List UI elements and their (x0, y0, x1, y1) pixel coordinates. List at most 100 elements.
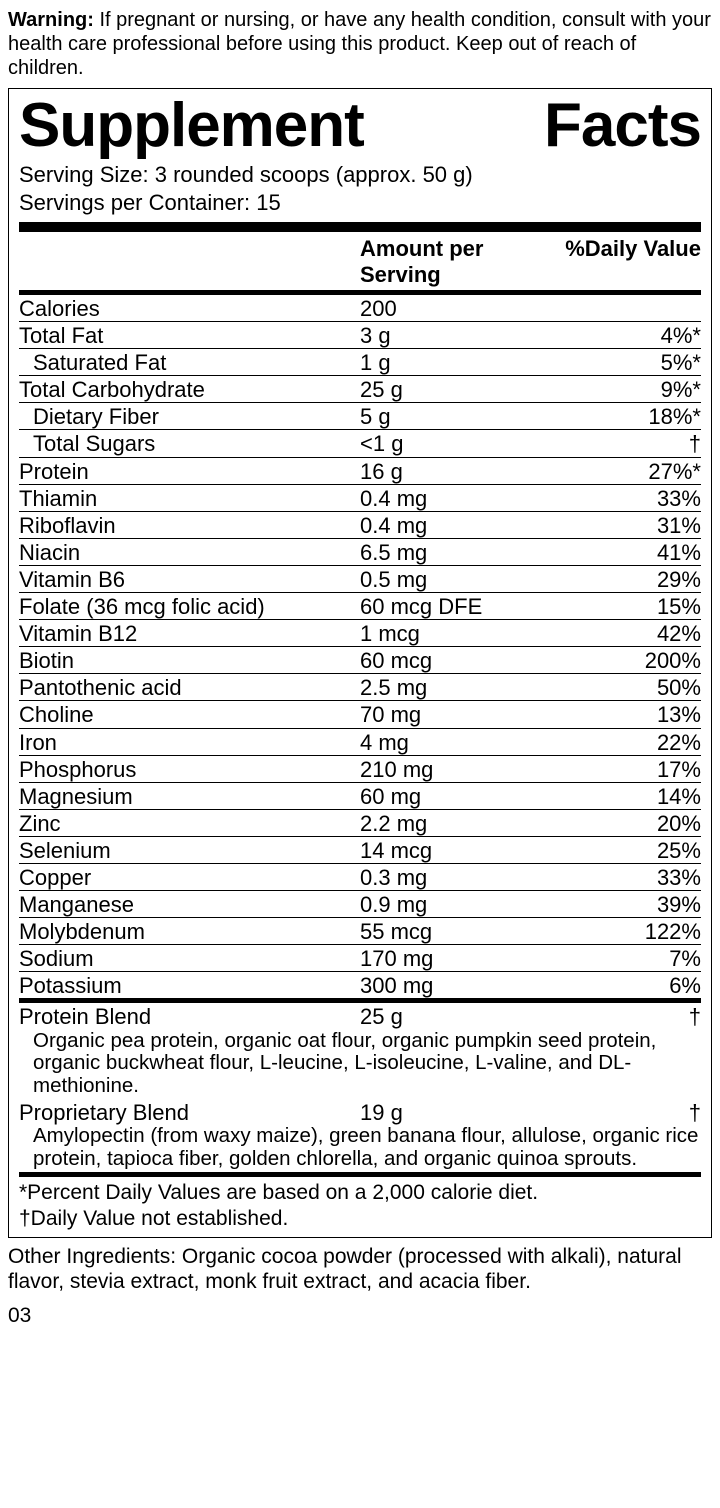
table-row: Choline70 mg13% (19, 701, 701, 728)
nutrient-dv: 200% (551, 649, 701, 672)
table-row: Zinc2.2 mg20% (19, 810, 701, 837)
supplement-facts-panel: Supplement Facts Serving Size: 3 rounded… (8, 88, 712, 1238)
table-row: Potassium300 mg6% (19, 972, 701, 998)
nutrient-amount: 0.4 mg (360, 514, 551, 537)
nutrient-amount: 14 mcg (360, 839, 551, 862)
nutrient-amount: 1 g (360, 351, 551, 374)
nutrient-dv: 33% (551, 866, 701, 889)
nutrient-name: Iron (19, 731, 360, 754)
nutrient-amount: 4 mg (360, 731, 551, 754)
nutrient-name: Calories (19, 297, 360, 320)
nutrient-amount: 0.9 mg (360, 893, 551, 916)
table-row: Riboflavin0.4 mg31% (19, 512, 701, 539)
serving-size: Serving Size: 3 rounded scoops (approx. … (19, 161, 701, 189)
nutrient-amount: 2.2 mg (360, 812, 551, 835)
table-row: Total Fat3 g4%* (19, 322, 701, 349)
nutrient-name: Phosphorus (19, 758, 360, 781)
nutrient-amount: 60 mcg (360, 649, 551, 672)
nutrient-name: Riboflavin (19, 514, 360, 537)
table-row: Selenium14 mcg25% (19, 837, 701, 864)
nutrient-dv: 17% (551, 758, 701, 781)
blend-amount: 25 g (360, 1005, 551, 1028)
nutrient-amount: 0.5 mg (360, 568, 551, 591)
nutrient-dv: 122% (551, 920, 701, 943)
nutrient-name: Thiamin (19, 487, 360, 510)
divider-thick (19, 222, 701, 232)
nutrient-dv: 14% (551, 785, 701, 808)
nutrient-amount: 3 g (360, 324, 551, 347)
nutrient-dv: 25% (551, 839, 701, 862)
nutrient-name: Saturated Fat (19, 351, 360, 374)
table-row: Niacin6.5 mg41% (19, 539, 701, 566)
nutrient-name: Total Carbohydrate (19, 378, 360, 401)
warning-text: Warning: If pregnant or nursing, or have… (8, 8, 712, 80)
blend-dv: † (551, 1101, 701, 1124)
table-row: Dietary Fiber5 g18%* (19, 403, 701, 430)
table-row: Vitamin B121 mcg42% (19, 620, 701, 647)
nutrient-amount: 170 mg (360, 947, 551, 970)
servings-per: Servings per Container: 15 (19, 189, 701, 217)
table-row: Manganese0.9 mg39% (19, 891, 701, 918)
table-row: Protein16 g27%* (19, 458, 701, 485)
table-row: Sodium170 mg7% (19, 945, 701, 972)
nutrient-dv: 18%* (551, 405, 701, 428)
nutrient-dv: 5%* (551, 351, 701, 374)
nutrient-name: Total Fat (19, 324, 360, 347)
nutrient-dv: 41% (551, 541, 701, 564)
blend-dv: † (551, 1005, 701, 1028)
table-row: Biotin60 mcg200% (19, 647, 701, 674)
nutrient-amount: 60 mg (360, 785, 551, 808)
nutrient-dv: 29% (551, 568, 701, 591)
nutrient-amount: 0.3 mg (360, 866, 551, 889)
nutrient-name: Dietary Fiber (19, 405, 360, 428)
nutrient-dv: 22% (551, 731, 701, 754)
footnote-1: *Percent Daily Values are based on a 2,0… (19, 1180, 701, 1205)
table-row: Calories200 (19, 295, 701, 322)
nutrient-dv: 7% (551, 947, 701, 970)
nutrient-amount: 1 mcg (360, 622, 551, 645)
nutrient-name: Sodium (19, 947, 360, 970)
nutrient-name: Vitamin B12 (19, 622, 360, 645)
blend-amount: 19 g (360, 1101, 551, 1124)
nutrient-amount: 60 mcg DFE (360, 595, 551, 618)
nutrient-name: Folate (36 mcg folic acid) (19, 595, 360, 618)
header-dv: %Daily Value (551, 236, 701, 288)
nutrient-name: Potassium (19, 974, 360, 997)
nutrient-dv: 4%* (551, 324, 701, 347)
table-row: Total Carbohydrate25 g9%* (19, 376, 701, 403)
nutrient-name: Vitamin B6 (19, 568, 360, 591)
other-ingredients: Other Ingredients: Organic cocoa powder … (8, 1244, 712, 1294)
page-number: 03 (8, 1304, 712, 1328)
nutrient-dv: 9%* (551, 378, 701, 401)
nutrient-name: Pantothenic acid (19, 676, 360, 699)
nutrient-name: Niacin (19, 541, 360, 564)
table-row: Magnesium60 mg14% (19, 783, 701, 810)
nutrient-dv: 39% (551, 893, 701, 916)
blend-name: Protein Blend (19, 1005, 360, 1028)
nutrient-dv: 31% (551, 514, 701, 537)
nutrient-amount: <1 g (360, 432, 551, 455)
title-right: Facts (544, 95, 701, 157)
blend-name: Proprietary Blend (19, 1101, 360, 1124)
table-row: Iron4 mg22% (19, 729, 701, 756)
nutrient-amount: 16 g (360, 460, 551, 483)
nutrient-name: Molybdenum (19, 920, 360, 943)
nutrient-amount: 0.4 mg (360, 487, 551, 510)
nutrient-amount: 300 mg (360, 974, 551, 997)
nutrient-dv: 42% (551, 622, 701, 645)
title-left: Supplement (19, 95, 364, 157)
nutrient-name: Choline (19, 703, 360, 726)
table-row: Saturated Fat1 g5%* (19, 349, 701, 376)
nutrient-name: Copper (19, 866, 360, 889)
nutrient-amount: 55 mcg (360, 920, 551, 943)
nutrient-name: Protein (19, 460, 360, 483)
nutrient-name: Manganese (19, 893, 360, 916)
nutrient-amount: 210 mg (360, 758, 551, 781)
nutrient-name: Biotin (19, 649, 360, 672)
nutrient-dv: 6% (551, 974, 701, 997)
table-row: Copper0.3 mg33% (19, 864, 701, 891)
nutrient-amount: 6.5 mg (360, 541, 551, 564)
nutrient-amount: 200 (360, 297, 551, 320)
nutrient-dv: 50% (551, 676, 701, 699)
nutrient-dv: 15% (551, 595, 701, 618)
